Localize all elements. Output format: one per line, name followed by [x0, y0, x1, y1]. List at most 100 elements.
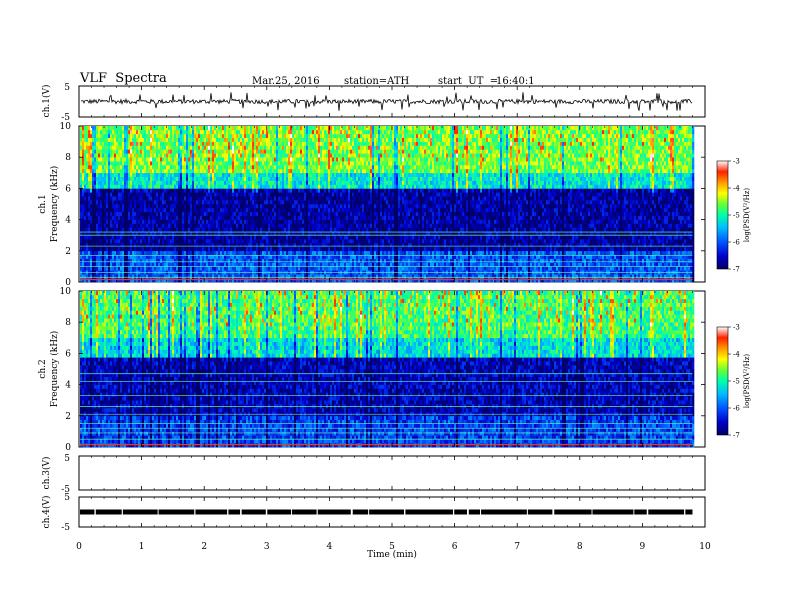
spectrogram-cell — [276, 258, 279, 263]
spectrogram-cell — [116, 231, 119, 236]
spectrogram-cell — [148, 223, 151, 228]
spectrogram-cell — [170, 145, 173, 150]
spectrogram-cell — [144, 266, 147, 271]
spectrogram-cell — [182, 129, 185, 135]
spectrogram-cell — [138, 145, 141, 150]
spectrogram-cell — [218, 161, 221, 166]
spectrogram-cell — [88, 219, 91, 224]
spectrogram-cell — [284, 262, 287, 267]
spectrogram-cell — [244, 180, 247, 185]
spectrogram-cell — [88, 126, 91, 131]
spectrogram-cell — [178, 243, 181, 248]
spectrogram-cell — [240, 184, 243, 189]
spectrogram-cell — [90, 246, 93, 252]
spectrogram-cell — [152, 223, 155, 228]
spectrogram-cell — [246, 258, 249, 263]
spectrogram-cell — [90, 239, 93, 244]
spectrogram-cell — [92, 204, 95, 209]
spectrogram-cell — [124, 258, 127, 263]
spectrogram-cell — [324, 243, 327, 248]
spectrogram-cell — [80, 141, 83, 146]
spectrogram-cell — [166, 258, 169, 263]
spectrogram-cell — [166, 231, 169, 236]
spectrogram-cell — [266, 161, 269, 166]
spectrogram-cell — [206, 165, 209, 170]
spectrogram-cell — [198, 211, 201, 216]
spectrogram-cell — [248, 149, 251, 154]
spectrogram-cell — [136, 180, 139, 185]
spectrogram-cell — [134, 200, 137, 205]
spectrogram-cell — [200, 192, 203, 197]
spectrogram-cell — [184, 133, 187, 138]
spectrogram-cell — [104, 141, 107, 146]
spectrogram-cell — [186, 235, 189, 240]
spectrogram-cell — [162, 200, 165, 205]
spectrogram-cell — [124, 207, 127, 213]
spectrogram-cell — [250, 254, 253, 259]
spectrogram-cell — [244, 133, 247, 138]
spectrogram-cell — [264, 168, 267, 174]
spectrogram-cell — [94, 266, 97, 271]
spectrogram-cell — [80, 161, 83, 166]
spectrogram-cell — [170, 172, 173, 177]
spectrogram-cell — [238, 254, 241, 259]
spectrogram-cell — [94, 274, 97, 279]
spectrogram-cell — [208, 165, 211, 170]
spectrogram-cell — [264, 207, 267, 213]
spectrogram-cell — [138, 176, 141, 181]
spectrogram-cell — [250, 161, 253, 166]
spectrogram-cell — [108, 129, 111, 135]
spectrogram-cell — [100, 188, 103, 193]
spectrogram-cell — [120, 207, 123, 213]
spectrogram-cell — [102, 165, 105, 170]
spectrogram-cell — [134, 165, 137, 170]
spectrogram-cell — [156, 126, 159, 131]
spectrogram-cell — [262, 231, 265, 236]
spectrogram-cell — [250, 137, 253, 142]
spectrogram-cell — [220, 184, 223, 189]
spectrogram-cell — [196, 250, 199, 255]
spectrogram-cell — [170, 231, 173, 236]
spectrogram-cell — [234, 254, 237, 259]
spectrogram-cell — [304, 176, 307, 181]
spectrogram-cell — [264, 246, 267, 252]
spectrogram-cell — [172, 172, 175, 177]
spectrogram-cell — [310, 235, 313, 240]
spectrogram-cell — [134, 192, 137, 197]
spectrogram-cell — [160, 141, 163, 146]
spectrogram-cell — [198, 200, 201, 205]
spectrogram-cell — [280, 126, 283, 131]
spectrogram-cell — [170, 254, 173, 259]
spectrogram-cell — [190, 161, 193, 166]
spectrogram-cell — [166, 254, 169, 259]
spectrogram-cell — [176, 168, 179, 174]
spectrogram-cell — [144, 231, 147, 236]
spectrogram-cell — [302, 192, 305, 197]
spectrogram-cell — [240, 246, 243, 252]
spectrogram-cell — [128, 141, 131, 146]
spectrogram-cell — [106, 231, 109, 236]
spectrogram-cell — [198, 207, 201, 213]
spectrogram-cell — [202, 165, 205, 170]
spectrogram-cell — [304, 126, 307, 131]
spectrogram-cell — [274, 165, 277, 170]
spectrogram-cell — [174, 235, 177, 240]
spectrogram-cell — [264, 161, 267, 166]
spectrogram-cell — [156, 129, 159, 135]
spectrogram-cell — [276, 129, 279, 135]
spectrogram-cell — [180, 165, 183, 170]
spectrogram-cell — [306, 137, 309, 142]
spectrogram-cell — [98, 266, 101, 271]
spectrogram-cell — [196, 141, 199, 146]
spectrogram-cell — [220, 161, 223, 166]
spectrogram-cell — [300, 258, 303, 263]
spectrogram-cell — [256, 157, 259, 162]
spectrogram-cell — [216, 266, 219, 271]
spectrogram-cell — [148, 188, 151, 193]
spectrogram-cell — [260, 200, 263, 205]
spectrogram-cell — [88, 129, 91, 135]
spectrogram-cell — [266, 137, 269, 142]
spectrogram-cell — [224, 243, 227, 248]
spectrogram-cell — [212, 165, 215, 170]
spectrogram-cell — [156, 219, 159, 224]
